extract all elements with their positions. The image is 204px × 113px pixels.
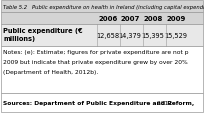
- Text: 2009: 2009: [166, 16, 186, 22]
- Text: 15,395: 15,395: [142, 33, 164, 39]
- Bar: [1, 1, 203, 13]
- Bar: [1, 93, 203, 112]
- Text: 15,529: 15,529: [164, 33, 187, 39]
- Text: Sources: Department of Public Expenditure and Reform,: Sources: Department of Public Expenditur…: [3, 100, 194, 105]
- Bar: [1, 47, 203, 93]
- Text: 12,658: 12,658: [96, 33, 120, 39]
- Text: Public expenditure (€
millions): Public expenditure (€ millions): [3, 28, 83, 42]
- Text: 2009 but indicate that private expenditure grew by over 20%: 2009 but indicate that private expenditu…: [3, 59, 188, 64]
- Text: Notes: (e): Estimate; figures for private expenditure are not p: Notes: (e): Estimate; figures for privat…: [3, 50, 188, 54]
- Bar: [1, 13, 203, 25]
- Text: (Department of Health, 2012b).: (Department of Health, 2012b).: [3, 69, 98, 74]
- Text: 2007: 2007: [120, 16, 140, 22]
- Text: 2012: 2012: [155, 100, 172, 105]
- Text: 2006: 2006: [98, 16, 118, 22]
- Bar: [1, 25, 203, 47]
- Text: Table 5.2   Public expenditure on health in Ireland (including capital expenditu: Table 5.2 Public expenditure on health i…: [3, 4, 204, 9]
- Text: 14,379: 14,379: [119, 33, 141, 39]
- Text: 2008: 2008: [143, 16, 163, 22]
